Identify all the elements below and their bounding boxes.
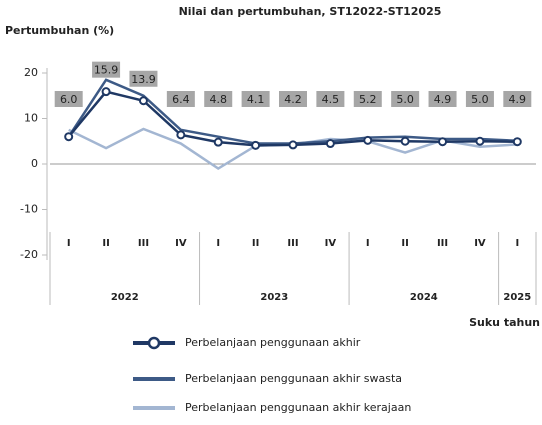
x-tick-label: I [366, 238, 370, 249]
data-label-box [391, 91, 420, 107]
legend-label: Perbelanjaan penggunaan akhir swasta [185, 372, 402, 385]
y-tick-label: 0 [31, 157, 38, 170]
data-label: 4.5 [322, 93, 340, 106]
marker [138, 96, 148, 106]
marker [325, 139, 335, 149]
data-label: 5.2 [359, 93, 377, 106]
legend-marker [147, 336, 161, 350]
data-label: 5.0 [471, 93, 489, 106]
marker [438, 137, 448, 147]
x-tick-label: IV [474, 238, 486, 249]
marker [251, 140, 261, 150]
y-tick-label: 10 [24, 112, 38, 125]
marker [64, 132, 74, 142]
marker [400, 136, 410, 146]
x-tick-label: III [138, 238, 149, 249]
y-tick-label: -20 [20, 248, 38, 261]
data-label: 13.9 [131, 73, 156, 86]
y-tick-label: -10 [20, 203, 38, 216]
data-label-box [92, 61, 121, 78]
x-tick-label: III [437, 238, 448, 249]
x-tick-label: II [252, 238, 259, 249]
x-axis-label: Suku tahun [469, 316, 540, 329]
x-tick-label: I [216, 238, 220, 249]
marker [288, 140, 298, 150]
data-label: 4.9 [434, 93, 452, 106]
data-label-box [353, 91, 382, 107]
data-label-box [54, 91, 83, 107]
data-label-box [465, 91, 494, 107]
x-group-label: 2022 [111, 292, 139, 303]
data-label-box [316, 91, 345, 107]
data-label-box [166, 91, 195, 107]
x-group-label: 2024 [410, 292, 438, 303]
y-axis-label: Pertumbuhan (%) [5, 24, 114, 37]
chart-title: Nilai dan pertumbuhan, ST12022-ST12025 [179, 5, 442, 18]
x-tick-label: I [515, 238, 519, 249]
data-label-box [241, 91, 270, 107]
x-tick-label: IV [175, 238, 187, 249]
x-tick-label: III [287, 238, 298, 249]
marker [512, 137, 522, 147]
data-label-box [279, 91, 307, 107]
x-tick-label: II [401, 238, 408, 249]
data-label-box [428, 91, 457, 107]
data-label-box [129, 70, 158, 87]
marker [363, 135, 373, 145]
marker [213, 137, 223, 147]
x-group-label: 2023 [260, 292, 288, 303]
x-tick-label: IV [325, 238, 337, 249]
data-label: 4.9 [509, 93, 527, 106]
x-tick-label: II [102, 238, 109, 249]
data-label: 4.2 [284, 93, 302, 106]
data-label-box [204, 91, 233, 107]
legend-label: Perbelanjaan penggunaan akhir [185, 336, 361, 349]
data-label: 5.0 [396, 93, 414, 106]
legend-label: Perbelanjaan penggunaan akhir kerajaan [185, 401, 411, 414]
marker [101, 87, 111, 97]
data-label-box [503, 91, 532, 107]
data-label: 4.8 [209, 93, 227, 106]
data-label: 15.9 [94, 64, 119, 77]
x-tick-label: I [67, 238, 71, 249]
data-label: 6.0 [60, 93, 78, 106]
x-group-label: 2025 [503, 292, 531, 303]
data-label: 6.4 [172, 93, 190, 106]
marker [176, 130, 186, 140]
y-tick-label: 20 [24, 66, 38, 79]
marker [475, 136, 485, 146]
data-label: 4.1 [247, 93, 265, 106]
